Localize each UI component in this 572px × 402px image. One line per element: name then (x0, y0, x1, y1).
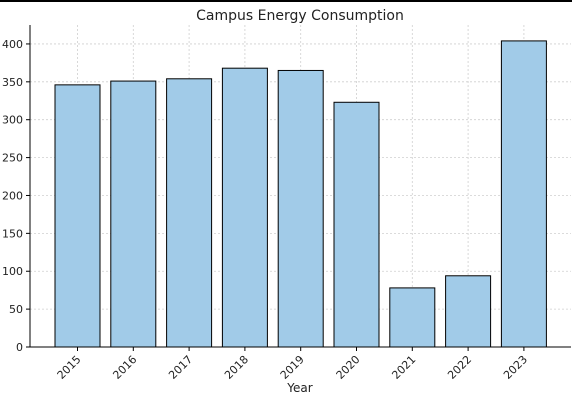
x-tick-label: 2016 (110, 353, 139, 382)
x-tick-label: 2023 (501, 353, 530, 382)
y-tick-label: 100 (2, 265, 23, 278)
y-tick-label: 0 (16, 341, 23, 354)
bar-2017 (166, 78, 213, 348)
x-tick-label: 2020 (334, 353, 363, 382)
y-tick-label: 50 (9, 303, 23, 316)
y-tick-label: 300 (2, 114, 23, 127)
bar-2021 (389, 287, 436, 348)
x-axis-label: Year (286, 381, 312, 395)
bar-2020 (333, 101, 380, 348)
x-axis-ticks: 2015 2016 2017 2018 2019 2020 2021 2022 2023 (55, 347, 530, 382)
bar-2015 (54, 84, 101, 348)
bar-2019 (277, 69, 324, 348)
y-axis-ticks: 0 50 100 150 200 250 300 350 400 (2, 38, 30, 354)
x-tick-label: 2017 (166, 353, 195, 382)
y-tick-label: 250 (2, 152, 23, 165)
x-tick-label: 2018 (222, 353, 251, 382)
bars (54, 40, 547, 348)
x-tick-label: 2019 (278, 353, 307, 382)
y-tick-label: 350 (2, 76, 23, 89)
y-tick-label: 200 (2, 189, 23, 202)
bar-2023 (500, 40, 547, 348)
chart-title: Campus Energy Consumption (196, 8, 404, 24)
y-tick-label: 150 (2, 227, 23, 240)
bar-2022 (445, 275, 492, 348)
y-tick-label: 400 (2, 38, 23, 51)
x-tick-label: 2022 (445, 353, 474, 382)
bar-2016 (110, 80, 157, 348)
x-tick-label: 2021 (389, 353, 418, 382)
x-tick-label: 2015 (55, 353, 84, 382)
bar-2018 (221, 67, 268, 348)
top-border (0, 0, 572, 2)
